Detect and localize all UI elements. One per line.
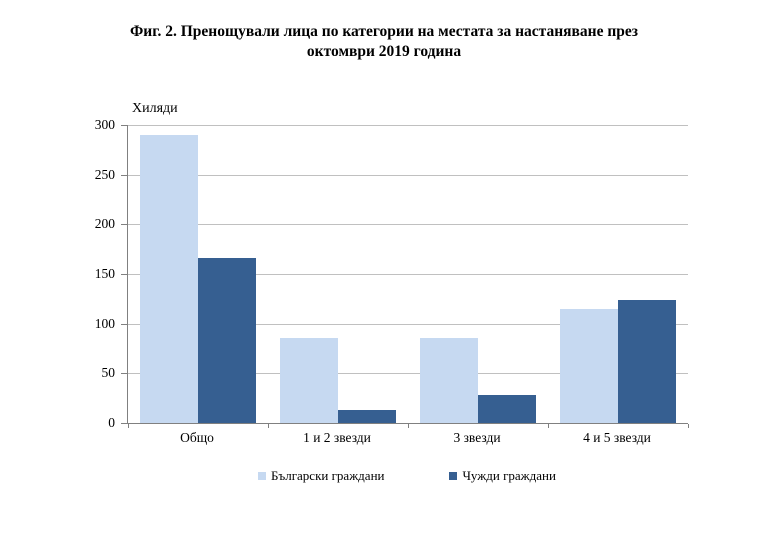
- x-axis-category-label-3: 4 и 5 звезди: [583, 430, 651, 445]
- x-axis-category-label-0: Общо: [180, 430, 214, 445]
- chart-legend: Български граждани Чужди граждани: [127, 468, 687, 484]
- x-axis-tick-4: [688, 424, 689, 428]
- y-axis-tick-label-200: 200: [94, 216, 115, 232]
- chart-title-line1: Фиг. 2. Пренощували лица по категории на…: [129, 23, 639, 40]
- legend-item-bulgarian: Български граждани: [258, 468, 384, 484]
- y-axis-tick-label-0: 0: [108, 415, 115, 430]
- legend-item-foreign: Чужди граждани: [449, 468, 556, 484]
- gridline-100: [128, 323, 688, 325]
- chart-title-line2: октомври 2019 година: [306, 43, 462, 60]
- x-axis-tick-2: [408, 424, 409, 428]
- legend-swatch-icon: [258, 472, 267, 480]
- bar-bulgarian-0: [140, 134, 198, 423]
- y-axis-tick-0: [121, 423, 128, 424]
- y-axis-tick-200: [121, 224, 128, 226]
- gridline-250: [128, 174, 688, 176]
- bar-foreign-2: [478, 395, 536, 423]
- y-axis-tick-label-50: 50: [101, 365, 116, 381]
- plot-area: [121, 125, 689, 428]
- x-axis-tick-0: [128, 424, 129, 428]
- y-axis-tick-label-250: 250: [94, 166, 115, 182]
- y-axis-unit-label: Хиляди: [132, 101, 178, 116]
- bar-bulgarian-1: [280, 337, 338, 423]
- gridline-50: [128, 373, 688, 375]
- x-axis-category-label-2: 3 звезди: [453, 430, 501, 445]
- chart-title: Фиг. 2. Пренощували лица по категории на…: [0, 22, 768, 62]
- legend-label: Български граждани: [271, 468, 385, 483]
- y-axis-tick-label-150: 150: [94, 266, 115, 281]
- y-axis-tick-250: [121, 174, 128, 176]
- x-axis-tick-3: [548, 424, 549, 428]
- legend-label: Чужди граждани: [462, 468, 556, 483]
- y-axis-tick-100: [121, 323, 128, 325]
- legend-swatch-icon: [449, 472, 458, 480]
- bar-bulgarian-3: [560, 308, 618, 423]
- x-axis-category-label-1: 1 и 2 звезди: [303, 430, 371, 445]
- y-axis-tick-label-100: 100: [94, 315, 115, 331]
- x-axis-tick-1: [268, 424, 269, 428]
- gridline-200: [128, 224, 688, 226]
- y-axis-tick-label-300: 300: [94, 117, 115, 132]
- bar-foreign-3: [618, 299, 676, 423]
- y-axis-tick-50: [121, 373, 128, 375]
- y-axis-tick-300: [121, 125, 128, 126]
- bar-bulgarian-2: [420, 337, 478, 423]
- y-axis-tick-150: [121, 274, 128, 275]
- bar-foreign-0: [198, 258, 256, 423]
- bar-foreign-1: [338, 410, 396, 423]
- gridline-300: [128, 125, 688, 126]
- gridline-150: [128, 274, 688, 275]
